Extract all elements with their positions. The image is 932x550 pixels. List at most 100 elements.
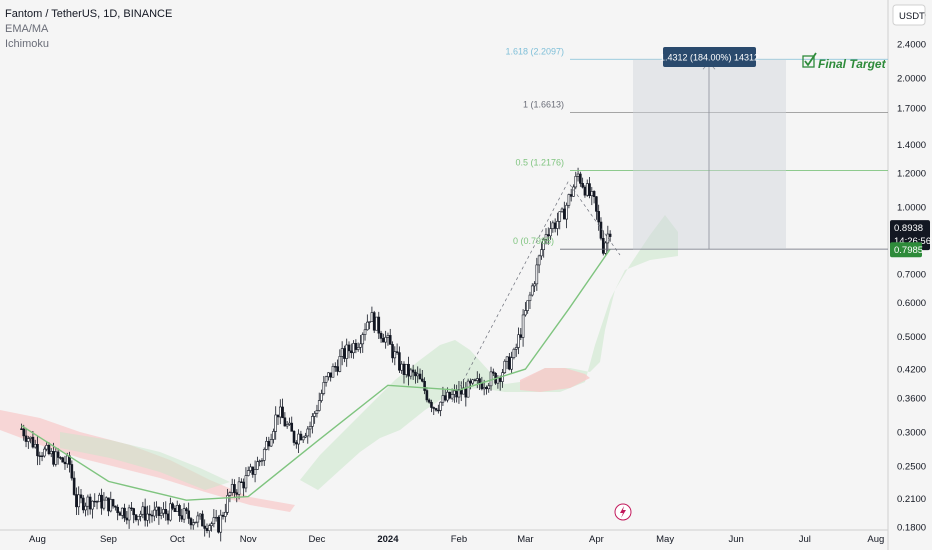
candle-body [107, 497, 110, 512]
candle-body [599, 221, 603, 239]
candle-body [100, 494, 103, 509]
candle-body [377, 316, 381, 334]
candle-body [514, 347, 518, 350]
candle-body [169, 503, 172, 521]
candle-body [276, 414, 280, 418]
price-tick-label: 0.4200 [897, 365, 926, 376]
candle-body [38, 455, 42, 457]
candle-body [425, 390, 429, 401]
candle-body [361, 334, 365, 345]
candle-body [127, 507, 131, 521]
candle-body [345, 344, 349, 359]
candle-body [556, 221, 559, 229]
candle-body [175, 505, 179, 512]
candle-body [315, 410, 319, 414]
candle-body [579, 173, 582, 184]
candle-body [498, 377, 502, 382]
candle-body [84, 505, 87, 511]
candle-body [503, 360, 507, 373]
candle-body [189, 518, 193, 526]
candle-body [141, 506, 145, 515]
price-tick-label: 0.2500 [897, 461, 926, 472]
price-tick-label: 0.6000 [897, 298, 926, 309]
price-tick-label: 0.3600 [897, 393, 926, 404]
symbol-title[interactable]: Fantom / TetherUS, 1D, BINANCE [5, 8, 173, 20]
candle-body [595, 196, 598, 212]
price-tick-label: 1.4000 [897, 140, 926, 151]
candle-body [430, 401, 433, 408]
candle-body [47, 444, 51, 455]
candle-body [75, 494, 78, 508]
candle-body [262, 449, 266, 461]
candle-body [59, 457, 62, 459]
candle-body [363, 329, 367, 335]
candle-body [487, 385, 491, 390]
candle-body [253, 469, 257, 475]
candle-body [98, 494, 101, 503]
candle-body [61, 457, 64, 463]
candle-body [219, 514, 223, 533]
candle-body [585, 183, 589, 196]
lightning-event-icon[interactable] [614, 503, 632, 521]
candle-body [212, 517, 216, 525]
candle-body [526, 300, 529, 311]
candle-body [70, 464, 74, 479]
candle-body [581, 183, 584, 188]
candle-body [608, 233, 612, 237]
candle-body [553, 222, 557, 229]
candle-body [398, 352, 401, 371]
candle-body [560, 208, 564, 212]
candle-body [43, 448, 46, 457]
candle-body [542, 238, 546, 250]
candle-body [210, 523, 213, 527]
candles-group [20, 167, 612, 542]
chart-legend: Fantom / TetherUS, 1D, BINANCE EMA/MA Ic… [5, 7, 172, 52]
candle-body [528, 294, 532, 302]
fib-level-label: 1 (1.6613) [523, 99, 564, 109]
price-tick-label: 0.1800 [897, 523, 926, 534]
candle-body [402, 363, 406, 375]
candle-body [505, 356, 509, 362]
candle-body [91, 500, 94, 510]
price-tick-label: 1.7000 [897, 104, 926, 115]
candle-body [116, 506, 119, 513]
candle-body [290, 422, 294, 432]
candle-body [306, 428, 310, 437]
candle-body [368, 321, 371, 323]
candle-body [563, 208, 566, 220]
candle-body [194, 521, 197, 524]
candle-body [226, 495, 229, 513]
candle-body [327, 372, 330, 378]
ichimoku-cloud-bullish-main [300, 215, 678, 490]
candle-body [278, 406, 282, 418]
candle-body [427, 399, 431, 403]
candle-body [473, 379, 477, 381]
candle-body [292, 431, 296, 443]
indicator-ichimoku[interactable]: Ichimoku [5, 38, 50, 50]
candle-body [203, 525, 206, 529]
price-tick-label: 0.7000 [897, 269, 926, 280]
candle-body [324, 376, 328, 383]
candle-body [45, 444, 48, 450]
candle-body [597, 211, 600, 223]
candle-body [224, 511, 227, 517]
candle-body [558, 211, 562, 222]
time-tick-label: Dec [308, 534, 325, 545]
candle-body [329, 372, 332, 378]
candle-body [588, 183, 591, 196]
candle-body [136, 515, 140, 521]
candle-body [517, 334, 520, 348]
candle-body [198, 513, 202, 517]
candle-body [583, 186, 587, 196]
candle-body [283, 417, 287, 427]
candle-body [52, 451, 55, 465]
indicator-ema-ma[interactable]: EMA/MA [5, 23, 49, 35]
candle-body [40, 455, 44, 457]
candle-body [228, 492, 232, 496]
bolt-shape [620, 506, 626, 518]
candle-body [233, 484, 236, 494]
candle-body [214, 516, 218, 519]
candle-body [544, 234, 548, 240]
candle-body [604, 242, 607, 254]
